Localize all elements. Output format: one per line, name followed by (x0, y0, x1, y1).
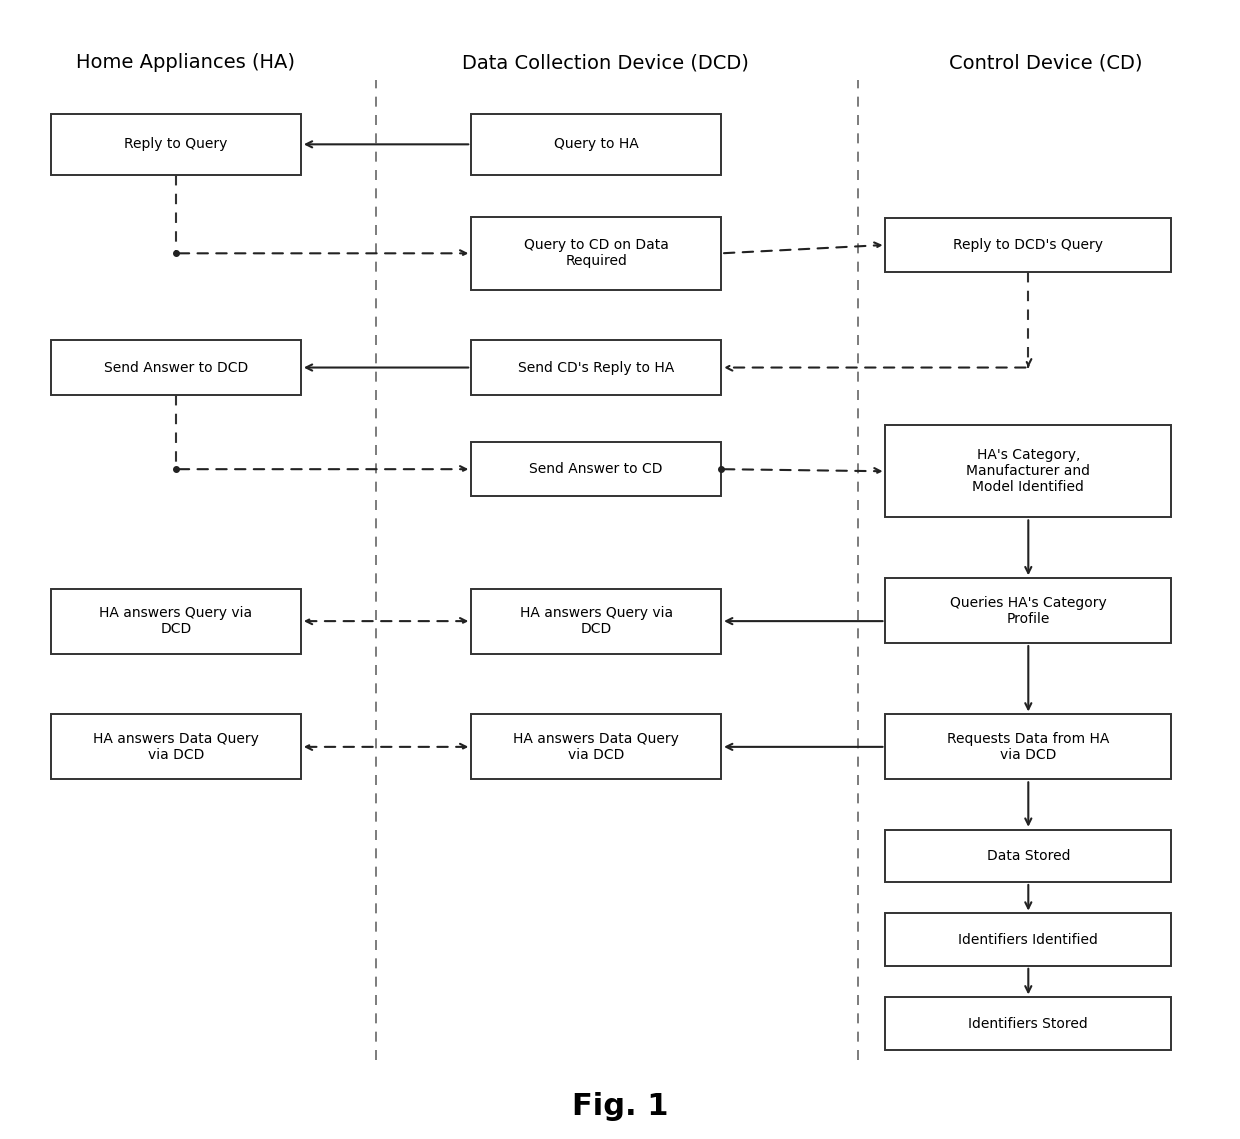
Text: Query to HA: Query to HA (554, 138, 639, 151)
FancyBboxPatch shape (885, 998, 1171, 1050)
Text: HA answers Data Query
via DCD: HA answers Data Query via DCD (513, 731, 680, 762)
Text: HA answers Query via
DCD: HA answers Query via DCD (520, 606, 673, 637)
Text: Control Device (CD): Control Device (CD) (950, 54, 1143, 72)
Text: Data Stored: Data Stored (987, 849, 1070, 863)
Text: Home Appliances (HA): Home Appliances (HA) (76, 54, 295, 72)
Text: Send Answer to CD: Send Answer to CD (529, 462, 663, 476)
Text: Reply to DCD's Query: Reply to DCD's Query (954, 238, 1104, 252)
FancyBboxPatch shape (471, 216, 722, 290)
Text: HA answers Data Query
via DCD: HA answers Data Query via DCD (93, 731, 259, 762)
Text: Queries HA's Category
Profile: Queries HA's Category Profile (950, 596, 1106, 625)
FancyBboxPatch shape (471, 114, 722, 174)
FancyBboxPatch shape (885, 913, 1171, 966)
Text: Reply to Query: Reply to Query (124, 138, 228, 151)
Text: Send Answer to DCD: Send Answer to DCD (104, 361, 248, 375)
FancyBboxPatch shape (471, 341, 722, 395)
FancyBboxPatch shape (885, 218, 1171, 272)
Text: HA's Category,
Manufacturer and
Model Identified: HA's Category, Manufacturer and Model Id… (966, 448, 1090, 494)
Text: Fig. 1: Fig. 1 (572, 1091, 668, 1121)
FancyBboxPatch shape (51, 114, 301, 174)
FancyBboxPatch shape (471, 714, 722, 779)
FancyBboxPatch shape (51, 341, 301, 395)
Text: Identifiers Stored: Identifiers Stored (968, 1016, 1089, 1031)
FancyBboxPatch shape (471, 442, 722, 497)
FancyBboxPatch shape (51, 589, 301, 654)
Text: Send CD's Reply to HA: Send CD's Reply to HA (518, 361, 675, 375)
Text: Query to CD on Data
Required: Query to CD on Data Required (523, 238, 668, 269)
Text: HA answers Query via
DCD: HA answers Query via DCD (99, 606, 253, 637)
FancyBboxPatch shape (51, 714, 301, 779)
FancyBboxPatch shape (885, 579, 1171, 644)
FancyBboxPatch shape (885, 425, 1171, 517)
FancyBboxPatch shape (885, 714, 1171, 779)
Text: Requests Data from HA
via DCD: Requests Data from HA via DCD (947, 731, 1110, 762)
Text: Data Collection Device (DCD): Data Collection Device (DCD) (463, 54, 749, 72)
Text: Identifiers Identified: Identifiers Identified (959, 933, 1099, 947)
FancyBboxPatch shape (471, 589, 722, 654)
FancyBboxPatch shape (885, 829, 1171, 882)
